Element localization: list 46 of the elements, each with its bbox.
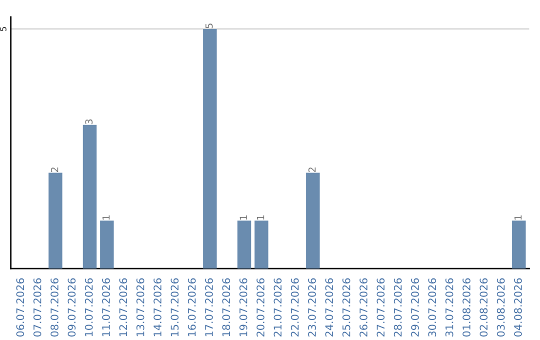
x-tick-label: 17.07.2026 — [205, 278, 213, 336]
x-tick-label: 06.07.2026 — [16, 278, 24, 337]
x-tick-label: 20.07.2026 — [256, 278, 264, 337]
x-tick-label: 11.07.2026 — [102, 278, 110, 336]
x-tick-label: 18.07.2026 — [222, 278, 230, 336]
x-tick-label: 10.07.2026 — [84, 278, 93, 336]
x-tick-label: 30.07.2026 — [428, 278, 436, 336]
x-tick-label: 14.07.2026 — [154, 278, 162, 336]
x-tick-label: 28.07.2026 — [394, 278, 402, 337]
x-tick-label: 21.07.2026 — [274, 278, 282, 337]
x-tick-label: 19.07.2026 — [239, 278, 248, 336]
x-tick-label: 22.07.2026 — [290, 278, 299, 337]
x-tick-label: 04.08.2026 — [514, 278, 522, 337]
x-tick-label: 29.07.2026 — [411, 278, 419, 337]
x-tick-label: 25.07.2026 — [342, 278, 350, 337]
bar — [254, 220, 268, 269]
data-label: 1 — [257, 215, 264, 220]
bar — [48, 172, 62, 269]
data-label: 1 — [102, 215, 110, 220]
x-tick-label: 15.07.2026 — [170, 278, 179, 336]
x-tick-label: 01.08.2026 — [462, 278, 470, 337]
data-label: 2 — [308, 168, 316, 172]
x-tick-label: 07.07.2026 — [33, 278, 42, 337]
x-tick-label: 09.07.2026 — [68, 278, 76, 337]
x-tick-label: 02.08.2026 — [480, 278, 488, 337]
x-tick-label: 13.07.2026 — [136, 278, 144, 336]
x-tick-label: 26.07.2026 — [360, 278, 368, 337]
bar — [100, 220, 114, 269]
x-tick-label: 03.08.2026 — [496, 278, 505, 337]
x-tick-label: 23.07.2026 — [308, 278, 316, 337]
x-tick-label: 27.07.2026 — [376, 278, 385, 337]
data-label: 2 — [50, 168, 58, 172]
x-tick-label: 31.07.2026 — [445, 278, 454, 336]
data-label: 5 — [206, 24, 213, 28]
x-tick-label: 12.07.2026 — [119, 278, 128, 336]
x-tick-label: 24.07.2026 — [325, 278, 334, 337]
bar — [82, 124, 97, 269]
bar — [512, 220, 526, 269]
bar — [203, 28, 217, 269]
data-label: 1 — [240, 215, 247, 220]
x-tick-label: 16.07.2026 — [188, 278, 196, 336]
data-label: 3 — [85, 119, 93, 124]
x-tick-label: 08.07.2026 — [50, 278, 58, 337]
data-label: 1 — [514, 215, 522, 220]
bar — [306, 172, 320, 269]
bar — [237, 220, 252, 269]
